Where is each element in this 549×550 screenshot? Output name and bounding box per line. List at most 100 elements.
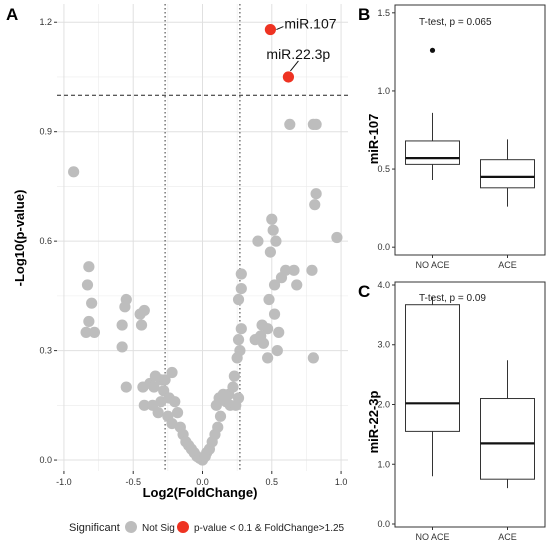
not-sig-point <box>159 374 171 386</box>
not-sig-point <box>234 345 246 357</box>
not-sig-point <box>263 293 275 306</box>
panel-label-b: B <box>358 5 370 24</box>
not-sig-point <box>138 304 150 317</box>
box-iqr <box>405 304 460 432</box>
x-tick-label: -1.0 <box>56 477 72 487</box>
not-sig-point <box>291 279 303 291</box>
box-iqr <box>405 140 460 165</box>
not-sig-point <box>116 341 128 353</box>
not-sig-point <box>80 326 92 338</box>
boxplot-mir107: B miR-107 T-test, p = 0.065 0.0 0.5 1.0 1.5… <box>358 4 546 270</box>
x-tick-label: ACE <box>498 532 517 542</box>
mir22-plot-area: 0.0 1.0 2.0 3.0 4.0 NO ACE ACE <box>377 280 546 542</box>
sig-point <box>282 71 295 83</box>
x-tick-label: 0.0 <box>196 477 209 487</box>
not-sig-point <box>212 421 224 433</box>
not-sig-point <box>310 118 322 130</box>
mir107-ttest-label: T-test, p = 0.065 <box>419 17 492 28</box>
not-sig-point <box>148 381 160 393</box>
not-sig-point <box>119 301 131 313</box>
annotation-label: miR.107 <box>284 16 336 32</box>
mir22-ttest-label: T-test, p = 0.09 <box>419 293 486 304</box>
volcano-points <box>68 23 343 466</box>
y-tick-label: 0.0 <box>39 455 52 465</box>
not-sig-point <box>166 366 178 379</box>
y-tick-label: 0.9 <box>39 127 52 137</box>
x-tick-label: 0.5 <box>266 477 279 487</box>
not-sig-point <box>88 326 101 338</box>
volcano-ticks: -1.0 -0.5 0.0 0.5 1.0 0.0 0.3 0.6 0.9 1.2 <box>39 17 347 487</box>
legend-not-sig-swatch <box>125 521 137 533</box>
y-tick-label: 1.5 <box>377 8 390 18</box>
annotation-leader-line <box>276 26 284 30</box>
mir107-y-label: miR-107 <box>366 114 381 165</box>
volcano-x-label: Log2(FoldChange) <box>143 485 258 500</box>
not-sig-point <box>228 370 240 382</box>
volcano-y-label: -Log10(p-value) <box>12 190 27 287</box>
not-sig-point <box>309 199 321 211</box>
not-sig-point <box>232 334 245 346</box>
panel-label-c: C <box>358 282 370 301</box>
legend: Significant Not Sig p-value < 0.1 & Fold… <box>69 521 345 534</box>
y-tick-label: 1.2 <box>39 17 52 27</box>
y-tick-label: 0.0 <box>377 242 390 252</box>
y-tick-label: 4.0 <box>377 280 390 290</box>
not-sig-point <box>232 293 245 306</box>
annotation-leader-line <box>290 60 299 72</box>
not-sig-point <box>262 352 274 364</box>
not-sig-point <box>235 268 247 280</box>
not-sig-point <box>307 352 319 364</box>
not-sig-point <box>310 188 322 200</box>
not-sig-point <box>227 381 239 393</box>
x-tick-label: 1.0 <box>335 477 348 487</box>
not-sig-point <box>83 261 95 273</box>
not-sig-point <box>257 337 270 349</box>
volcano-plot: A miR.107 miR.22.3p -1.0 -0.5 0.0 0.5 1.0 0.0 0… <box>6 4 348 500</box>
not-sig-point <box>86 297 98 309</box>
not-sig-point <box>256 319 268 331</box>
not-sig-point <box>273 326 285 338</box>
boxplot-mir22-3p: C miR-22-3p T-test, p = 0.09 0.0 1.0 2.0 3.… <box>358 280 546 542</box>
panel-label-a: A <box>6 5 18 24</box>
y-tick-label: 1.0 <box>377 86 390 96</box>
x-tick-label: NO ACE <box>415 260 449 270</box>
y-tick-label: 3.0 <box>377 340 390 350</box>
not-sig-point <box>232 392 245 404</box>
legend-sig-swatch <box>177 521 189 533</box>
legend-sig-label: p-value < 0.1 & FoldChange>1.25 <box>194 523 345 534</box>
not-sig-point <box>235 282 247 295</box>
not-sig-point <box>331 231 343 244</box>
legend-title: Significant <box>69 522 120 534</box>
box-iqr <box>480 159 535 189</box>
x-tick-label: ACE <box>498 260 517 270</box>
box-iqr <box>480 398 535 480</box>
not-sig-point <box>152 407 164 419</box>
not-sig-point <box>280 264 292 276</box>
not-sig-point <box>81 279 94 291</box>
x-tick-label: -0.5 <box>125 477 141 487</box>
not-sig-point <box>284 118 296 130</box>
mir22-y-label: miR-22-3p <box>366 391 381 454</box>
mir107-plot-area: 0.0 0.5 1.0 1.5 NO ACE ACE <box>377 4 546 270</box>
not-sig-point <box>268 308 281 320</box>
volcano-annotations: miR.107 miR.22.3p <box>266 16 337 72</box>
not-sig-point <box>214 410 227 422</box>
y-tick-label: 1.0 <box>377 459 390 469</box>
x-tick-label: NO ACE <box>415 532 449 542</box>
not-sig-point <box>288 264 300 276</box>
annotation-label: miR.22.3p <box>266 46 330 62</box>
not-sig-point <box>266 213 278 225</box>
sig-point <box>264 23 276 36</box>
not-sig-point <box>83 315 95 328</box>
y-tick-label: 0.5 <box>377 164 390 174</box>
not-sig-point <box>116 319 128 331</box>
not-sig-point <box>267 224 279 236</box>
not-sig-point <box>169 396 181 408</box>
not-sig-point <box>270 235 282 247</box>
not-sig-point <box>268 279 281 291</box>
not-sig-point <box>235 323 247 335</box>
not-sig-point <box>252 235 264 247</box>
outlier-point <box>429 47 436 53</box>
not-sig-point <box>271 345 283 357</box>
